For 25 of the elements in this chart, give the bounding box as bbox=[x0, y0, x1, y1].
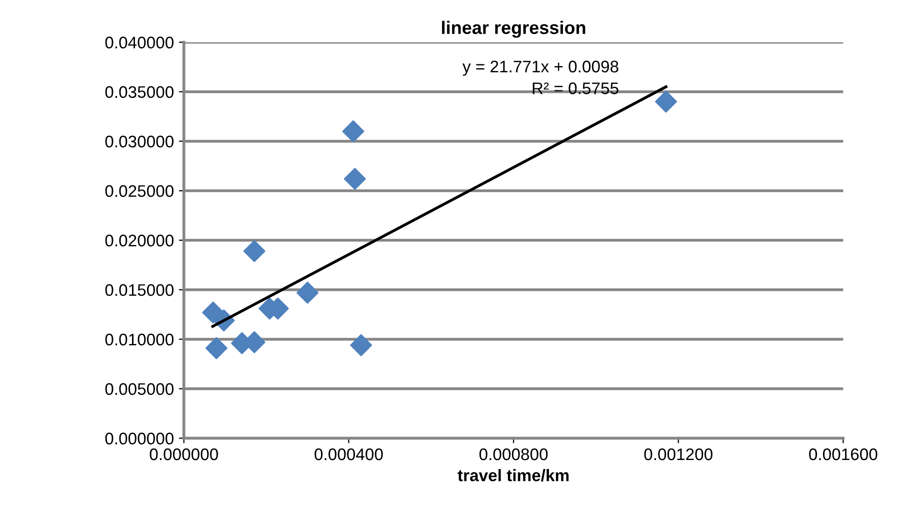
y-tick-label: 0.005000 bbox=[105, 383, 174, 395]
x-tick-label: 0.000000 bbox=[150, 448, 218, 460]
point bbox=[243, 240, 266, 262]
x-tick-label: 0.001200 bbox=[644, 448, 712, 460]
x-tick-label: 0.000800 bbox=[479, 448, 548, 460]
y-tick-label: 0.015000 bbox=[105, 284, 174, 296]
chart-title: linear regression bbox=[442, 20, 586, 38]
y-tick-label: 0.025000 bbox=[105, 185, 174, 197]
point bbox=[205, 337, 228, 360]
x-tick-label: 0.000400 bbox=[314, 448, 383, 460]
y-tick-label: 0.020000 bbox=[105, 234, 174, 246]
x-axis-title: travel time/km bbox=[458, 469, 569, 482]
point bbox=[655, 90, 677, 113]
y-tick-label: 0.040000 bbox=[105, 36, 174, 48]
point bbox=[350, 334, 372, 356]
annotation: R² = 0.5755 bbox=[532, 82, 618, 94]
y-tick-label: 0.035000 bbox=[105, 86, 174, 98]
y-tick-label: 0.000000 bbox=[105, 432, 174, 444]
annotation: y = 21.771x + 0.0098 bbox=[462, 60, 618, 76]
x-tick-label: 0.001600 bbox=[809, 448, 878, 460]
point bbox=[342, 120, 364, 142]
point bbox=[296, 282, 318, 304]
y-tick-label: 0.010000 bbox=[105, 334, 174, 346]
y-tick-label: 0.030000 bbox=[105, 136, 174, 148]
point bbox=[344, 168, 366, 190]
